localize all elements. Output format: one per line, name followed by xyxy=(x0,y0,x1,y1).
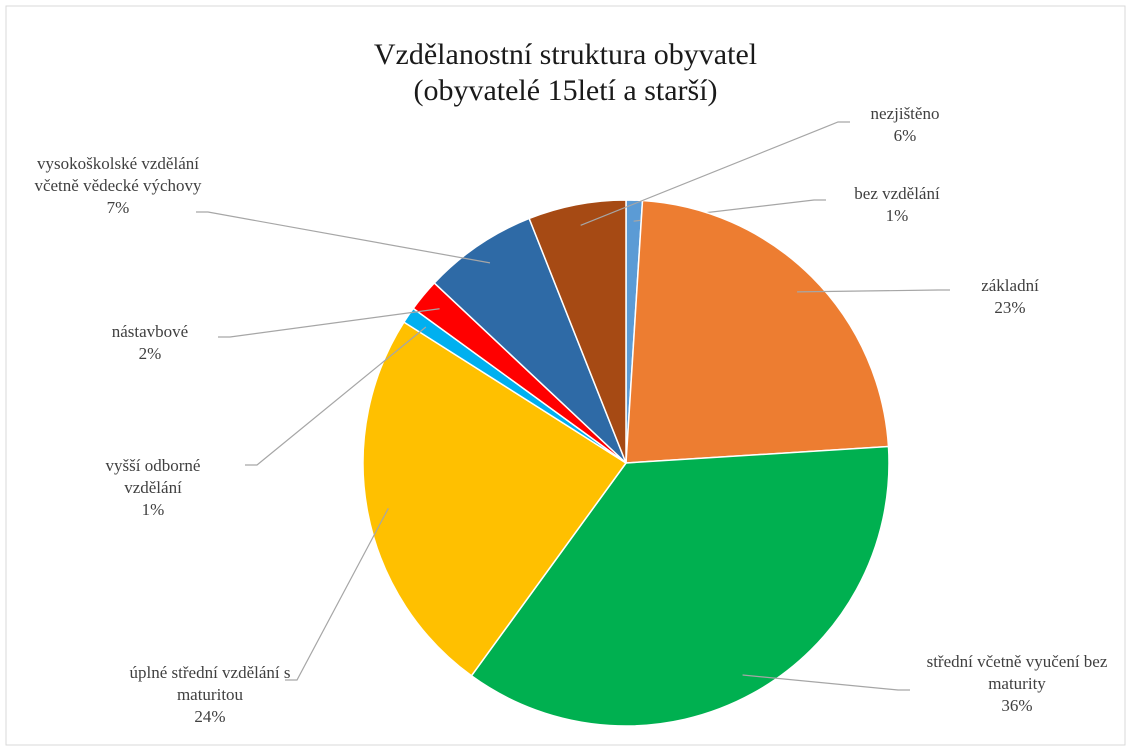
slice-value-label: 23% xyxy=(994,298,1026,317)
pie-slice xyxy=(433,217,627,464)
slice-label: vyšší odborné vzdělání xyxy=(105,456,201,497)
pie-slice xyxy=(625,199,890,464)
slice-label: úplné střední vzdělání s maturitou xyxy=(129,663,291,704)
leader-line xyxy=(245,326,427,466)
slice-label: bez vzdělání xyxy=(854,184,940,203)
leader-line xyxy=(580,121,850,226)
slice-value-label: 24% xyxy=(194,707,226,726)
slice-label: základní xyxy=(981,276,1039,295)
leader-line xyxy=(196,211,491,264)
chart-title: Vzdělanostní struktura obyvatel xyxy=(373,38,758,71)
slice-label: nezjištěno xyxy=(870,104,940,123)
slice-label: střední včetně vyučení bez maturity xyxy=(926,652,1108,693)
leader-line xyxy=(218,308,440,338)
slice-value-label: 1% xyxy=(141,500,165,519)
slice-value-label: 1% xyxy=(885,206,909,225)
slice-label: vysokoškolské vzdělání včetně vědecké vý… xyxy=(34,154,202,195)
slice-value-label: 6% xyxy=(893,126,917,145)
slice-label: nástavbové xyxy=(111,322,189,341)
chart-subtitle: (obyvatelé 15letí a starší) xyxy=(413,74,718,107)
pie-slice xyxy=(362,321,628,677)
slice-value-label: 7% xyxy=(106,198,130,217)
pie-slice xyxy=(528,199,627,464)
leader-line xyxy=(285,508,389,681)
leader-line xyxy=(742,674,910,691)
pie-slice xyxy=(470,445,890,727)
slice-value-label: 2% xyxy=(138,344,162,363)
slice-value-label: 36% xyxy=(1001,696,1033,715)
leader-line xyxy=(797,289,950,293)
chart-border xyxy=(5,5,1126,746)
